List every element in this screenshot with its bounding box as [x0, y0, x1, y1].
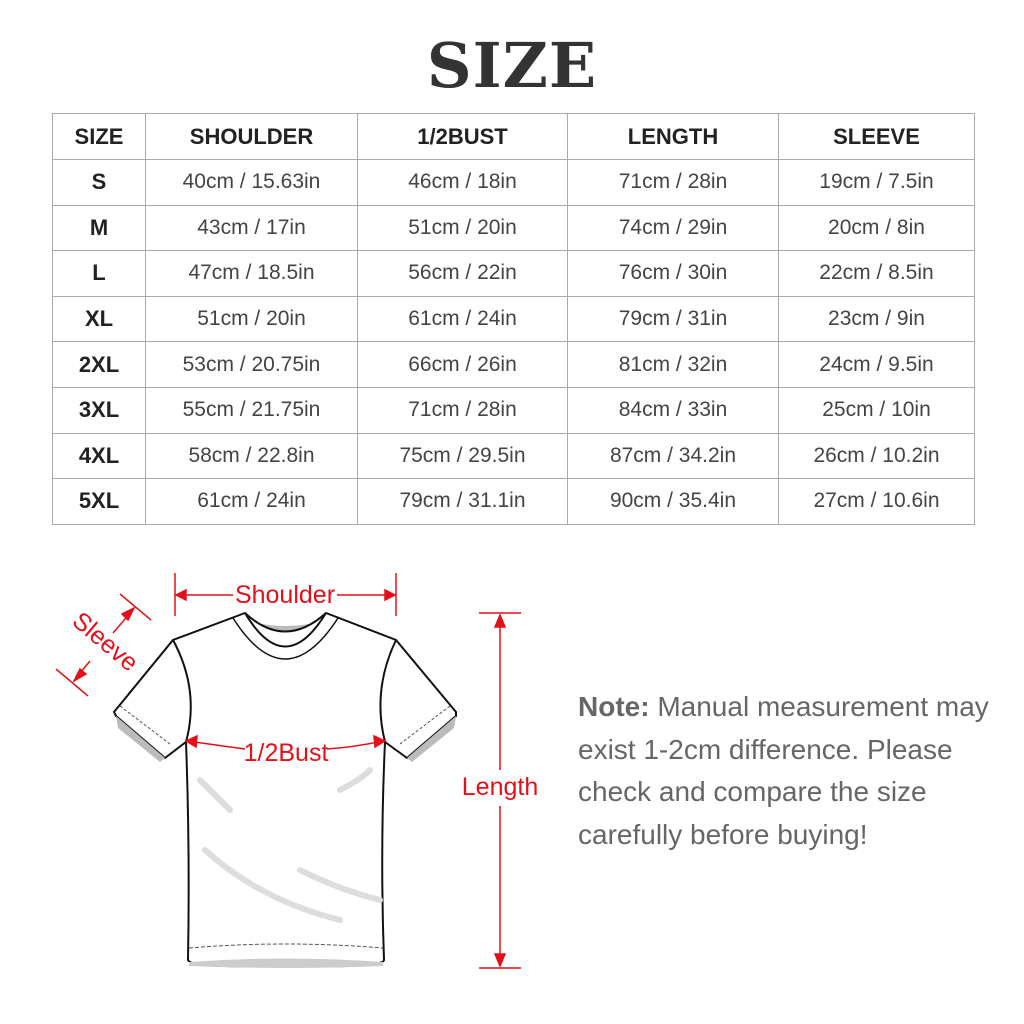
- measurement-cell: 58cm / 22.8in: [145, 432, 358, 480]
- header-length: LENGTH: [567, 113, 779, 160]
- measurement-cell: 76cm / 30in: [567, 250, 779, 297]
- measurement-cell: 81cm / 32in: [567, 341, 779, 388]
- table-row: L 47cm / 18.5in 56cm / 22in 76cm / 30in 22cm…: [52, 250, 975, 297]
- measurement-cell: 71cm / 28in: [567, 159, 779, 206]
- measurement-cell: 79cm / 31.1in: [357, 478, 568, 525]
- table-row: 5XL 61cm / 24in 79cm / 31.1in 90cm / 35.4in…: [52, 478, 975, 525]
- size-table: SIZE SHOULDER 1/2BUST LENGTH SLEEVE S 40c…: [52, 113, 975, 525]
- measure-arrows: [55, 573, 521, 969]
- measurement-cell: 71cm / 28in: [357, 386, 568, 434]
- measurement-cell: 61cm / 24in: [145, 478, 358, 525]
- note-text: Manual measurement may exist 1-2cm diffe…: [578, 691, 989, 850]
- header-sleeve: SLEEVE: [778, 113, 975, 160]
- table-row: 3XL 55cm / 21.75in 71cm / 28in 84cm / 33in 2…: [52, 386, 975, 434]
- measurement-cell: 22cm / 8.5in: [778, 250, 975, 297]
- measurement-cell: 51cm / 20in: [357, 204, 568, 252]
- measurement-cell: 87cm / 34.2in: [567, 432, 779, 480]
- note: Note: Manual measurement may exist 1-2cm…: [578, 686, 998, 856]
- note-label: Note:: [578, 691, 650, 722]
- measurement-cell: 84cm / 33in: [567, 386, 779, 434]
- bust-label: 1/2Bust: [244, 739, 329, 767]
- table-header-row: SIZE SHOULDER 1/2BUST LENGTH SLEEVE: [52, 113, 975, 160]
- measurement-cell: 66cm / 26in: [357, 341, 568, 388]
- measurement-cell: 24cm / 9.5in: [778, 341, 975, 388]
- sleeve-label: Sleeve: [67, 607, 144, 678]
- table-row: 4XL 58cm / 22.8in 75cm / 29.5in 87cm / 34.2…: [52, 432, 975, 480]
- header-shoulder: SHOULDER: [145, 113, 358, 160]
- measurement-cell: 46cm / 18in: [357, 159, 568, 206]
- table-row: 2XL 53cm / 20.75in 66cm / 26in 81cm / 32in 2…: [52, 341, 975, 388]
- measurement-cell: 40cm / 15.63in: [145, 159, 358, 206]
- measurement-cell: 47cm / 18.5in: [145, 250, 358, 297]
- size-cell: S: [52, 159, 146, 206]
- length-label: Length: [462, 773, 538, 801]
- measurement-cell: 55cm / 21.75in: [145, 386, 358, 434]
- measurement-cell: 74cm / 29in: [567, 204, 779, 252]
- header-size: SIZE: [52, 113, 146, 160]
- measurement-cell: 19cm / 7.5in: [778, 159, 975, 206]
- shoulder-label: Shoulder: [235, 581, 335, 609]
- size-cell: XL: [52, 295, 146, 343]
- measurement-cell: 43cm / 17in: [145, 204, 358, 252]
- measurement-cell: 56cm / 22in: [357, 250, 568, 297]
- table-row: S 40cm / 15.63in 46cm / 18in 71cm / 28in 19c…: [52, 159, 975, 206]
- measurement-cell: 75cm / 29.5in: [357, 432, 568, 480]
- measurement-cell: 23cm / 9in: [778, 295, 975, 343]
- measurement-cell: 20cm / 8in: [778, 204, 975, 252]
- header-bust: 1/2BUST: [357, 113, 568, 160]
- size-cell: 3XL: [52, 386, 146, 434]
- tshirt-icon: [112, 611, 457, 968]
- measurement-cell: 79cm / 31in: [567, 295, 779, 343]
- measurement-cell: 27cm / 10.6in: [778, 478, 975, 525]
- measurement-cell: 90cm / 35.4in: [567, 478, 779, 525]
- measurement-cell: 25cm / 10in: [778, 386, 975, 434]
- size-cell: 5XL: [52, 478, 146, 525]
- page-title: SIZE: [426, 29, 598, 102]
- table-row: M 43cm / 17in 51cm / 20in 74cm / 29in 20cm /…: [52, 204, 975, 252]
